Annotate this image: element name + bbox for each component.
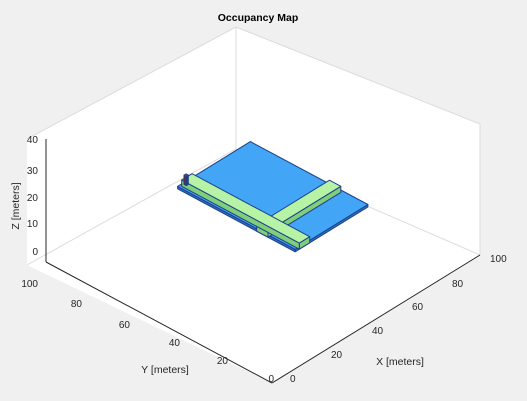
z-axis-label: Z [meters]: [10, 182, 22, 229]
x-tick-label: 100: [490, 254, 507, 265]
z-tick-label: 40: [27, 135, 39, 146]
ground-top-face: [177, 141, 369, 250]
x-axis-label: X [meters]: [376, 356, 424, 368]
y-tick-label: 60: [119, 320, 131, 331]
z-tick-label: 10: [27, 219, 39, 230]
y-tick-label: 100: [21, 279, 38, 290]
x-tick-label: 40: [372, 326, 384, 337]
z-tick-label: 0: [32, 247, 38, 258]
x-tick-label: 60: [412, 302, 424, 313]
x-tick-label: 0: [290, 374, 296, 385]
axis-lines: [45, 139, 481, 384]
y-tick-label: 40: [169, 338, 181, 349]
x-tick-label: 80: [452, 279, 464, 290]
z-tick-label: 30: [27, 166, 39, 177]
y-axis-line: [45, 261, 273, 384]
occupancy-scene: [177, 141, 369, 253]
z-ticks: 40 30 20 10 0: [27, 135, 39, 258]
object-top-face: [183, 173, 189, 177]
chart-title: Occupancy Map: [218, 12, 299, 24]
y-axis-label: Y [meters]: [141, 364, 189, 376]
y-tick-label: 80: [71, 299, 83, 310]
x-ticks: 0 20 40 60 80 100: [290, 254, 507, 385]
y-tick-label: 20: [217, 356, 229, 367]
z-tick-label: 20: [27, 193, 39, 204]
road-b-top-face: [181, 173, 311, 244]
y-tick-label: 0: [268, 374, 274, 385]
x-tick-label: 20: [331, 350, 343, 361]
y-ticks: 100 80 60 40 20 0: [21, 279, 274, 385]
x-axis-line: [271, 254, 481, 384]
